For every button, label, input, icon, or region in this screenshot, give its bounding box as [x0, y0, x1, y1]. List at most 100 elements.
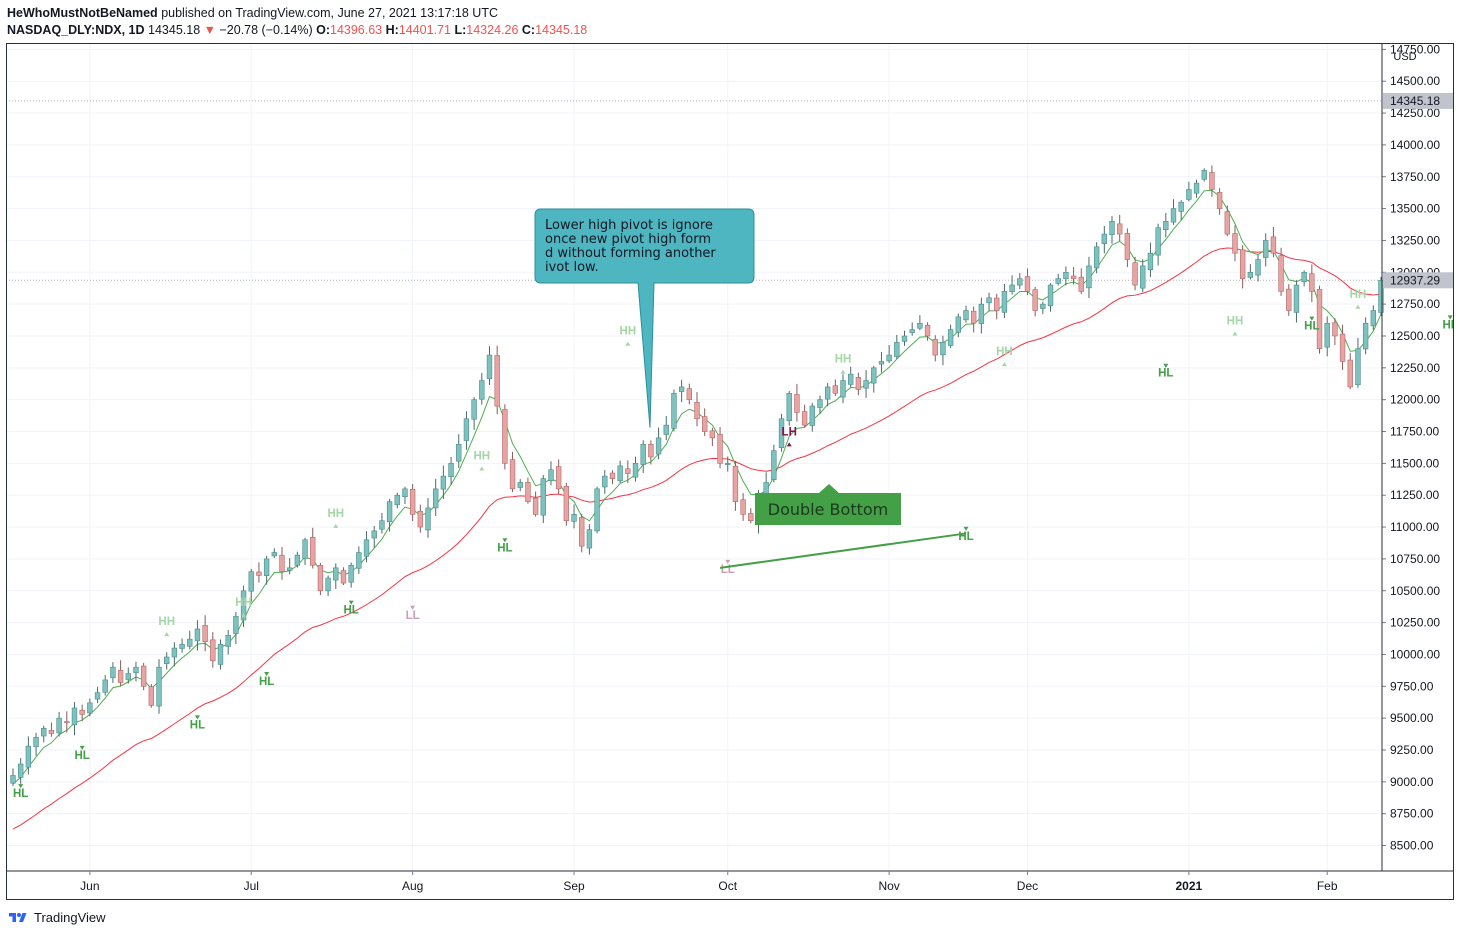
candle-body	[448, 463, 454, 478]
y-tick-label: 14750.00	[1390, 43, 1440, 56]
candle	[202, 615, 208, 652]
pivot-label: HL	[1304, 321, 1319, 333]
candle-body	[525, 481, 531, 502]
candle-body	[33, 736, 39, 748]
candle	[1278, 247, 1284, 296]
candle	[502, 404, 508, 470]
candle	[632, 456, 639, 482]
price-mark-label: 12937.29	[1390, 273, 1440, 287]
currency-label: USD	[1393, 51, 1416, 63]
candle-body	[1063, 271, 1069, 279]
time-axis[interactable]: JunJulAugSepOctNovDec2021FebMar	[6, 870, 1454, 893]
candle-body	[440, 475, 447, 490]
candle-body	[217, 643, 224, 665]
candle	[509, 451, 516, 493]
candle-body	[171, 647, 178, 658]
candle	[317, 562, 324, 596]
candle	[732, 460, 739, 511]
candle-body	[794, 394, 800, 413]
candle-body	[494, 355, 500, 407]
candle	[848, 366, 854, 388]
candle-body	[532, 497, 539, 515]
candle	[217, 639, 224, 670]
candle	[778, 413, 785, 452]
candle	[1186, 181, 1192, 202]
pivot-ll: LL	[406, 605, 420, 622]
candle-body	[202, 625, 208, 643]
candle-body	[955, 316, 961, 333]
candle	[894, 334, 900, 360]
pivot-label: HL	[259, 676, 274, 688]
candle-body	[156, 666, 162, 707]
candle-body	[625, 468, 631, 474]
candle	[517, 479, 523, 492]
candle	[748, 508, 754, 524]
candle-body	[740, 499, 746, 515]
y-tick-label: 12250.00	[1390, 361, 1440, 375]
candle	[279, 546, 285, 580]
price-mark-bg	[1383, 92, 1453, 109]
candle	[532, 491, 539, 517]
author-name[interactable]: HeWhoMustNotBeNamed	[7, 6, 158, 20]
candle-body	[579, 517, 585, 547]
candle	[363, 531, 370, 563]
candle	[125, 667, 131, 684]
low-label: L:	[454, 23, 467, 37]
candle	[947, 324, 954, 349]
candle-body	[125, 673, 131, 680]
candles	[10, 165, 1384, 787]
candle-body	[924, 324, 931, 337]
candle	[617, 460, 623, 483]
candle	[448, 457, 454, 485]
candle	[1239, 245, 1246, 289]
candle-body	[187, 638, 193, 647]
candle	[525, 477, 531, 504]
pivot-marker	[963, 526, 969, 531]
y-tick-label: 14500.00	[1390, 74, 1440, 88]
candle	[1009, 275, 1015, 295]
price-axis[interactable]: 14750.00 14500.00 14250.00 14000.00 13750.00…	[1381, 43, 1453, 871]
pivot-marker	[241, 613, 247, 618]
candle-body	[571, 514, 577, 522]
candle	[586, 524, 593, 555]
candle	[1224, 205, 1230, 237]
candle	[824, 383, 831, 407]
candle	[225, 629, 231, 655]
candle-body	[871, 367, 877, 384]
candle	[41, 725, 47, 743]
candle	[702, 408, 708, 436]
candle-body	[848, 373, 854, 385]
y-tick-label: 11500.00	[1390, 456, 1439, 470]
candle-body	[686, 388, 692, 400]
candle	[1332, 318, 1338, 346]
brand-name[interactable]: TradingView	[34, 910, 106, 925]
candle-body	[509, 459, 516, 490]
down-arrow-icon: ▼	[203, 23, 217, 37]
candle	[932, 335, 938, 362]
candle	[924, 322, 931, 341]
candle-body	[263, 558, 270, 577]
tradingview-logo-icon[interactable]	[7, 911, 29, 925]
publish-info: HeWhoMustNotBeNamed published on Trading…	[7, 5, 498, 21]
candle	[33, 732, 39, 756]
candle	[694, 392, 700, 427]
symbol-label[interactable]: NASDAQ_DLY:NDX, 1D	[7, 23, 145, 37]
candle-body	[10, 775, 16, 784]
candle	[1324, 316, 1330, 357]
candle-body	[640, 443, 646, 465]
candle	[117, 660, 124, 687]
candle	[1309, 264, 1315, 303]
candle	[402, 486, 408, 504]
candle-body	[832, 385, 839, 394]
candle	[1001, 284, 1008, 319]
ema-slow-path	[12, 247, 1382, 830]
pivot-label: HL	[74, 750, 89, 762]
candle	[901, 330, 908, 346]
pivot-marker	[194, 715, 200, 720]
candle-body	[609, 472, 616, 479]
candle-body	[517, 482, 523, 488]
candle-body	[56, 717, 62, 734]
candle-body	[994, 297, 1000, 311]
candle	[348, 562, 354, 588]
